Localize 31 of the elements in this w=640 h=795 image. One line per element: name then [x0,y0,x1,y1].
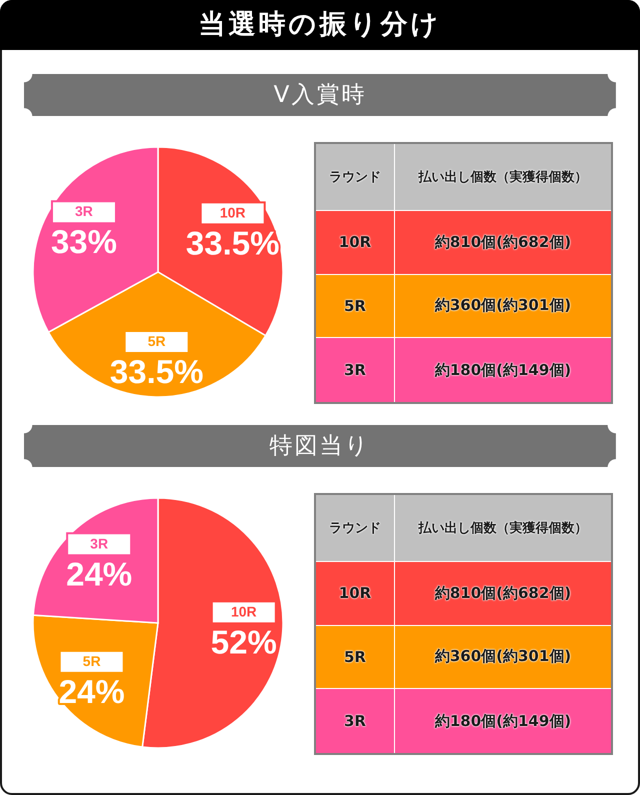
text: 約810個(約682個) [434,232,572,251]
text: 当選時の振り分け [198,8,442,42]
slice-label: 5R [148,332,166,349]
data-label: 52% [210,623,277,660]
slice-label: 10R [230,603,257,620]
slice-label: 10R [220,204,246,220]
slice-label: 3R [90,535,108,552]
data-label: 24% [58,672,125,710]
text: 約180個(約149個) [434,712,572,730]
text: ラウンド [329,521,381,536]
data-label: 24% [66,555,132,592]
text: 約360個(約301個) [434,647,572,666]
chart-title: 特図当り [270,432,370,461]
text: ラウンド [329,170,381,185]
chart-title: V入賞時 [274,81,366,110]
text: 5R [344,296,366,315]
text: 3R [344,361,366,380]
slice-label: 3R [75,203,93,220]
text: 10R [338,584,372,602]
data-label: 33.5% [186,224,280,262]
text: 約810個(約682個) [434,584,572,602]
data-label: 33% [50,223,118,260]
text: 約360個(約301個) [434,296,572,314]
text: 払い出し個数（実獲得個数） [418,521,588,536]
slice-label: 5R [82,652,101,669]
text: 払い出し個数（実獲得個数） [418,170,588,185]
data-label: 33.5% [110,352,204,390]
text: 5R [344,648,366,666]
text: 約180個(約149個) [434,360,572,379]
text: 10R [338,233,372,252]
text: 3R [344,712,366,730]
